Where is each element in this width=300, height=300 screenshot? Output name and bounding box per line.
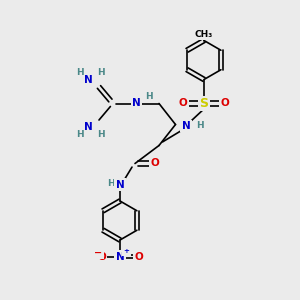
Text: −: − [94, 248, 103, 258]
Text: O: O [134, 251, 143, 262]
Text: O: O [220, 98, 230, 109]
Text: H: H [196, 122, 203, 130]
Text: N: N [84, 75, 93, 85]
Text: N: N [132, 98, 141, 109]
Text: O: O [97, 251, 106, 262]
Text: S: S [200, 97, 208, 110]
Text: N: N [116, 179, 124, 190]
Text: O: O [178, 98, 188, 109]
Text: +: + [124, 248, 130, 254]
Text: H: H [145, 92, 153, 101]
Text: H: H [98, 68, 105, 77]
Text: H: H [76, 68, 83, 77]
Text: H: H [107, 178, 115, 188]
Text: N: N [84, 122, 93, 132]
Text: N: N [116, 251, 124, 262]
Text: CH₃: CH₃ [195, 30, 213, 39]
Text: O: O [150, 158, 159, 169]
Text: H: H [98, 130, 105, 139]
Text: N: N [182, 121, 190, 131]
Text: H: H [76, 130, 83, 139]
